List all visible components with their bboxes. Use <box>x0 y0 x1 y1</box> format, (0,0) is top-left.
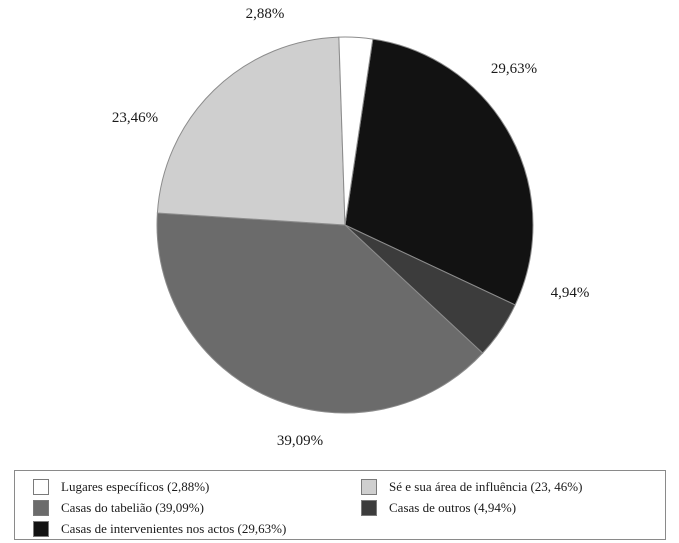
legend-label: Sé e sua área de influência (23, 46%) <box>389 479 583 494</box>
legend-item-se: Sé e sua área de influência (23, 46%) <box>361 479 582 495</box>
legend-swatch <box>33 479 49 495</box>
legend-swatch <box>361 479 377 495</box>
pie-slice <box>156 212 484 414</box>
legend: Lugares específicos (2,88%) Sé e sua áre… <box>14 470 666 540</box>
slice-value-label: 2,88% <box>246 6 285 22</box>
legend-label: Casas de outros (4,94%) <box>389 500 517 515</box>
slice-value-label: 39,09% <box>277 433 323 449</box>
legend-swatch <box>33 500 49 516</box>
legend-swatch <box>361 500 377 516</box>
slice-value-label: 23,46% <box>112 110 158 126</box>
pie-slice <box>156 36 346 226</box>
pie-labels: 29,63% 4,94% 39,09% 23,46% 2,88% <box>112 6 590 449</box>
pie-slice <box>344 38 534 306</box>
pie-slice <box>338 36 374 226</box>
pie-chart: 29,63% 4,94% 39,09% 23,46% 2,88% <box>112 6 590 449</box>
legend-item-lugares: Lugares específicos (2,88%) <box>33 479 209 495</box>
legend-label: Casas do tabelião (39,09%) <box>61 500 204 515</box>
legend-item-outros: Casas de outros (4,94%) <box>361 500 516 516</box>
legend-label: Lugares específicos (2,88%) <box>61 479 210 494</box>
legend-item-intervenientes: Casas de intervenientes nos actos (29,63… <box>33 521 286 537</box>
legend-label: Casas de intervenientes nos actos (29,63… <box>61 521 287 536</box>
legend-item-tabeliao: Casas do tabelião (39,09%) <box>33 500 204 516</box>
legend-swatch <box>33 521 49 537</box>
slice-value-label: 29,63% <box>491 61 537 77</box>
pie-slices <box>156 36 534 414</box>
slice-value-label: 4,94% <box>551 285 590 301</box>
